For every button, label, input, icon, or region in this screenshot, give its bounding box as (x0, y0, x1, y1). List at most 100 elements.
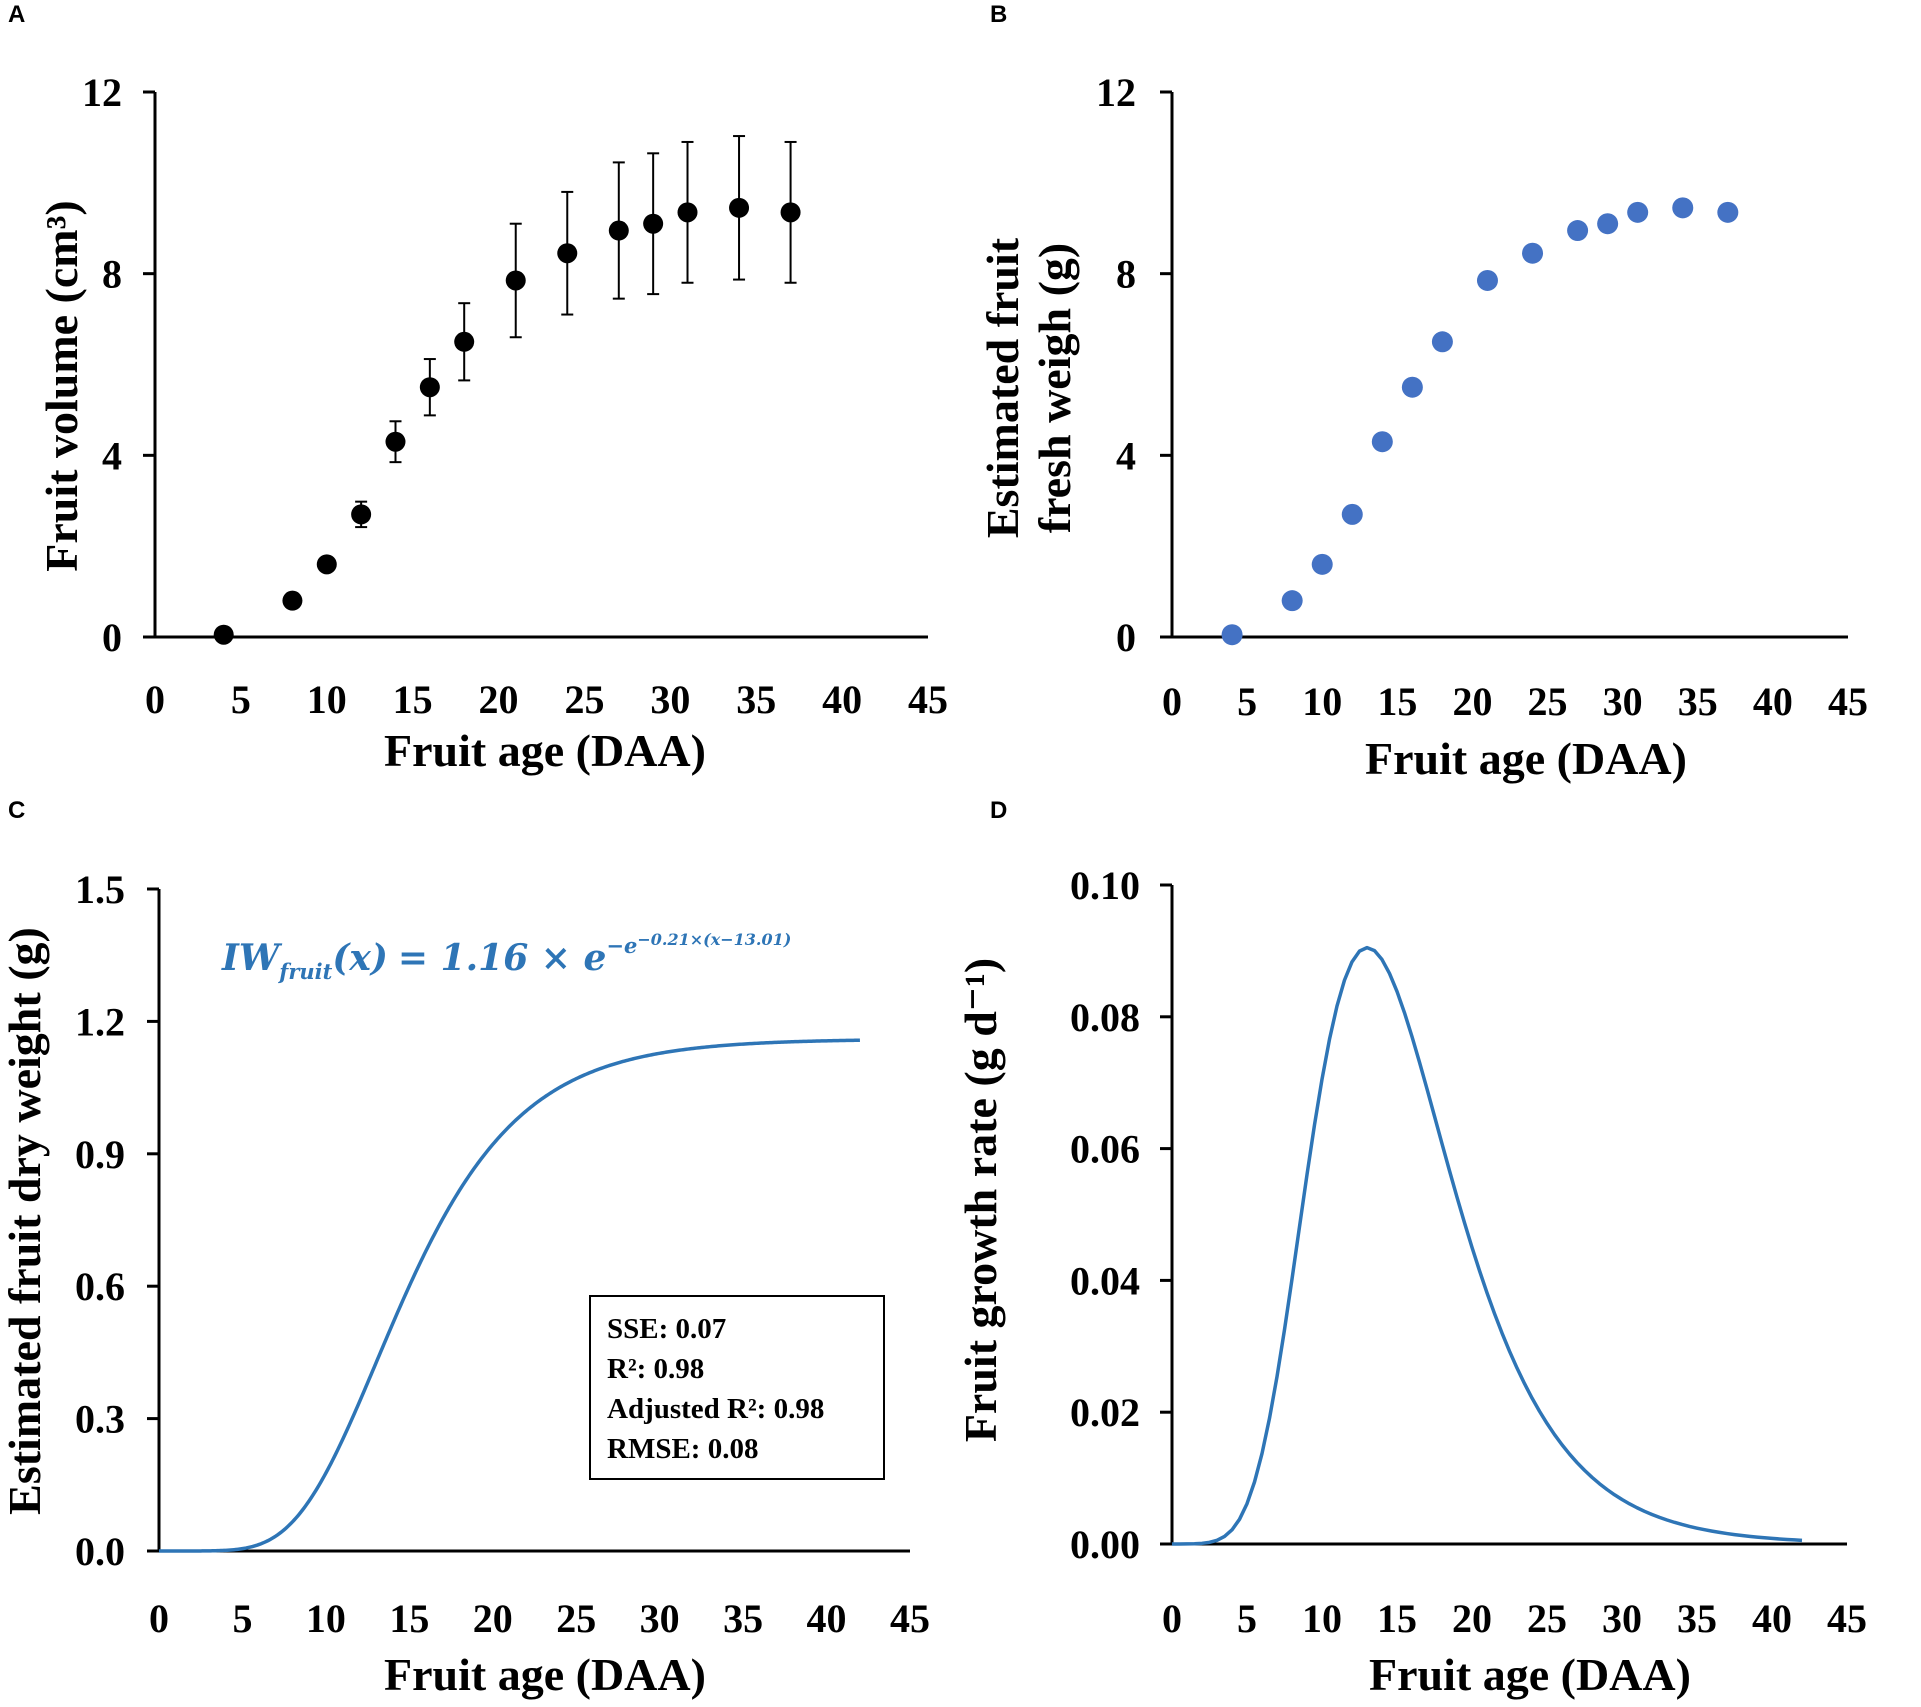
panel-c-x-tick-label: 5 (232, 1596, 252, 1641)
panel-d-y-tick-label: 0.10 (1070, 863, 1140, 908)
panel-b-y-tick-label: 0 (1116, 615, 1136, 660)
equation-lhs-argument: (x) (332, 937, 388, 979)
equation-rhs: = 1.16 × e (398, 937, 607, 979)
panel-c-x-tick-label: 15 (389, 1596, 429, 1641)
panel-b-data-point (1341, 503, 1363, 525)
panel-d-x-tick-label: 20 (1452, 1596, 1492, 1641)
panel-d-x-tick-label: 10 (1302, 1596, 1342, 1641)
panel-d-x-tick-label: 5 (1237, 1596, 1257, 1641)
panel-d-y-tick-label: 0.00 (1070, 1522, 1140, 1567)
panel-d-x-tick-label: 30 (1602, 1596, 1642, 1641)
panel-a-data-point (729, 197, 750, 218)
panel-b-y-axis-title-line2: fresh weigh (g) (1029, 243, 1080, 533)
panel-a-data-point (385, 431, 406, 452)
panel-b-y-tick-label: 4 (1116, 433, 1136, 478)
panel-d-x-axis-title: Fruit age (DAA) (1369, 1649, 1691, 1700)
panel-d-y-axis-title: Fruit growth rate (g d⁻¹) (955, 958, 1006, 1442)
panel-b-data-point (1627, 201, 1649, 223)
panel-a-data-point (643, 213, 664, 234)
panel-a-x-tick-label: 30 (650, 677, 690, 722)
panel-a-x-tick-label: 20 (479, 677, 519, 722)
panel-c-x-tick-label: 45 (890, 1596, 930, 1641)
panel-c-x-tick-label: 40 (807, 1596, 847, 1641)
panel-a-data-point (677, 202, 698, 223)
panel-c-x-tick-label: 30 (640, 1596, 680, 1641)
stat-adjusted-r2: Adjusted R²: 0.98 (607, 1393, 824, 1425)
panel-c-x-tick-label: 35 (723, 1596, 763, 1641)
panel-c-y-tick-label: 1.5 (75, 867, 125, 912)
panel-b-x-tick-label: 40 (1753, 679, 1793, 724)
panel-b-x-axis-title: Fruit age (DAA) (1365, 733, 1687, 784)
panel-a-x-tick-label: 0 (145, 677, 165, 722)
panel-b-x-tick-label: 20 (1452, 679, 1492, 724)
equation-exponent-e: −e (606, 933, 637, 958)
panel-c-y-tick-label: 1.2 (75, 999, 125, 1044)
panel-c: C Fruit age (DAA) Estimated fruit dry we… (0, 797, 930, 1700)
panel-c-plot: 0.0 0.3 0.6 0.9 1.2 1.5 0 5 10 15 20 25 30 35 40 45 (75, 867, 930, 1641)
panel-c-x-tick-label: 25 (556, 1596, 596, 1641)
panel-a-plot: 0 4 8 12 0 5 10 15 20 25 30 35 40 45 (82, 70, 948, 722)
panel-a-x-tick-label: 40 (822, 677, 862, 722)
panel-a-x-tick-label: 25 (564, 677, 604, 722)
stats-box-frame (589, 1295, 885, 1480)
panel-d-y-tick-label: 0.06 (1070, 1127, 1140, 1172)
panel-b-x-tick-label: 5 (1237, 679, 1257, 724)
panel-a-data-point (454, 331, 475, 352)
panel-b-data-point (1311, 553, 1333, 575)
panel-b-data-point (1281, 590, 1303, 612)
panel-d-y-tick-label: 0.04 (1070, 1258, 1140, 1303)
panel-d-x-tick-label: 0 (1162, 1596, 1182, 1641)
panel-a-x-tick-label: 15 (393, 677, 433, 722)
panel-b-data-point (1567, 220, 1589, 242)
panel-label-c: C (8, 797, 25, 824)
panel-c-x-tick-label: 10 (306, 1596, 346, 1641)
panel-c-y-tick-label: 0.9 (75, 1132, 125, 1177)
panel-label-a: A (8, 1, 25, 28)
panel-b-y-tick-label: 12 (1096, 70, 1136, 115)
panel-b-x-tick-label: 0 (1162, 679, 1182, 724)
panel-d-y-tick-label: 0.08 (1070, 995, 1140, 1040)
panel-a-y-tick-label: 12 (82, 70, 122, 115)
equation-lhs-subscript: fruit (277, 959, 332, 984)
panel-d-x-tick-label: 25 (1527, 1596, 1567, 1641)
panel-b-plot: 0 4 8 12 0 5 10 15 20 25 30 35 40 45 (1096, 70, 1868, 724)
panel-c-x-tick-label: 20 (473, 1596, 513, 1641)
panel-a-data-point (351, 504, 372, 525)
panel-b-x-tick-label: 35 (1678, 679, 1718, 724)
panel-a-y-tick-label: 0 (102, 615, 122, 660)
panel-b-x-tick-label: 15 (1377, 679, 1417, 724)
panel-d-x-tick-label: 15 (1377, 1596, 1417, 1641)
model-equation: IWfruit(x) = 1.16 × e−e−0.21×(x−13.01) (221, 930, 791, 984)
panel-a-y-tick-label: 8 (102, 252, 122, 297)
panel-a-x-tick-label: 45 (908, 677, 948, 722)
panel-a-data-point (282, 590, 303, 611)
panel-b-data-point (1221, 624, 1243, 646)
panel-a-data-point (505, 270, 526, 291)
panel-a-y-tick-label: 4 (102, 433, 122, 478)
panel-c-x-tick-label: 0 (149, 1596, 169, 1641)
stat-rmse: RMSE: 0.08 (607, 1433, 758, 1465)
panel-a-data-point (608, 220, 629, 241)
panel-a-x-tick-label: 5 (231, 677, 251, 722)
panel-b: B Fruit age (DAA) Estimated fruit fresh … (977, 1, 1868, 784)
panel-b-x-tick-label: 30 (1603, 679, 1643, 724)
panel-b-data-point (1597, 213, 1619, 235)
panel-a-y-axis-title: Fruit volume (cm³) (36, 200, 87, 571)
panel-c-y-tick-label: 0.0 (75, 1529, 125, 1574)
panel-b-y-axis-title-line1: Estimated fruit (977, 237, 1028, 538)
equation-exponent-inner: −0.21×(x−13.01) (637, 930, 791, 949)
panel-a-x-tick-label: 35 (736, 677, 776, 722)
panel-label-b: B (990, 1, 1007, 28)
panel-d-growth-rate-curve (1171, 945, 1803, 1546)
panel-a-data-point (213, 624, 234, 645)
panel-b-x-tick-label: 45 (1828, 679, 1868, 724)
panel-a-data-point (316, 554, 337, 575)
panel-a-data-point (557, 243, 578, 264)
panel-d-y-tick-label: 0.02 (1070, 1390, 1140, 1435)
panel-a-data-point (419, 377, 440, 398)
equation-lhs-main: IW (221, 937, 283, 979)
fit-statistics-box: SSE: 0.07 R²: 0.98 Adjusted R²: 0.98 RMS… (589, 1295, 885, 1480)
panel-a-x-axis-title: Fruit age (DAA) (384, 725, 706, 776)
panel-b-x-tick-label: 10 (1302, 679, 1342, 724)
panel-b-data-point (1431, 331, 1453, 353)
